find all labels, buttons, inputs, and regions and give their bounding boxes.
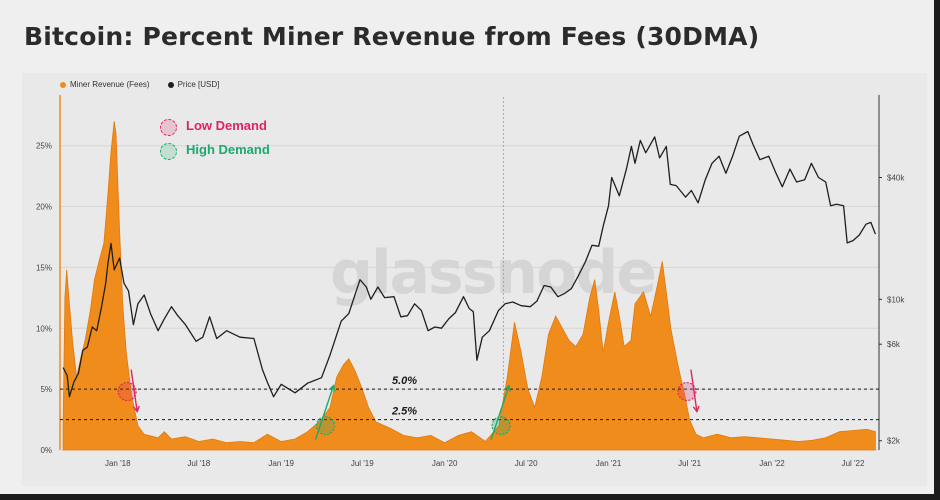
legend: Miner Revenue (Fees) Price [USD] xyxy=(60,80,219,89)
x-tick-label: Jul '18 xyxy=(187,459,210,468)
y-right-tick-label: $40k xyxy=(887,174,905,183)
legend-price-swatch xyxy=(167,81,174,88)
annotation-arrowhead-low xyxy=(692,405,700,414)
legend-item-fees: Miner Revenue (Fees) xyxy=(60,80,150,89)
annotation-arrow-low xyxy=(690,369,698,412)
y-right-tick-label: $10k xyxy=(887,295,905,304)
annotation-arrowhead-high xyxy=(328,384,336,392)
legend-fees-swatch xyxy=(60,81,66,88)
frame-edge-right xyxy=(934,0,940,500)
y-left-tick-label: 10% xyxy=(36,324,52,333)
y-left-tick-label: 25% xyxy=(36,142,52,151)
chart-title: Bitcoin: Percent Miner Revenue from Fees… xyxy=(24,22,760,51)
annotation-arrow-high xyxy=(314,385,335,440)
reference-line-label: 5.0% xyxy=(392,375,417,387)
high-demand-legend-icon xyxy=(160,143,177,160)
y-left-tick-label: 15% xyxy=(36,263,52,272)
low-demand-legend-icon xyxy=(160,119,177,136)
series-price-line xyxy=(62,130,877,398)
annotation-marker-high xyxy=(315,416,336,436)
x-tick-label: Jul '19 xyxy=(351,459,374,468)
x-tick-label: Jan '21 xyxy=(596,459,622,468)
plot-panel xyxy=(22,73,927,486)
low-demand-label: Low Demand xyxy=(186,118,267,133)
x-tick-label: Jan '22 xyxy=(759,459,785,468)
y-left-tick-label: 20% xyxy=(36,203,52,212)
annotation-marker-low xyxy=(677,381,697,402)
annotation-arrow-high xyxy=(490,385,510,440)
x-tick-label: Jul '20 xyxy=(515,459,538,468)
annotation-marker-low xyxy=(117,381,137,402)
legend-fees-label: Miner Revenue (Fees) xyxy=(70,80,150,89)
x-tick-label: Jan '19 xyxy=(268,459,294,468)
y-left-tick-label: 0% xyxy=(40,446,52,455)
legend-item-price: Price [USD] xyxy=(167,80,220,89)
annotation-arrow-low xyxy=(130,369,138,412)
y-left-tick-label: 5% xyxy=(40,385,52,394)
high-demand-label: High Demand xyxy=(186,142,270,157)
y-right-tick-label: $2k xyxy=(887,437,901,446)
x-tick-label: Jul '22 xyxy=(842,459,865,468)
y-right-tick-label: $6k xyxy=(887,340,901,349)
legend-price-label: Price [USD] xyxy=(177,80,220,89)
frame-edge-bottom xyxy=(0,494,940,500)
x-tick-label: Jul '21 xyxy=(678,459,701,468)
annotation-arrowhead-low xyxy=(133,405,140,414)
x-tick-label: Jan '18 xyxy=(105,459,131,468)
annotation-arrowhead-high xyxy=(504,384,511,392)
x-tick-label: Jan '20 xyxy=(432,459,458,468)
series-fees-area xyxy=(62,121,876,451)
annotation-marker-high xyxy=(491,416,511,436)
reference-line-label: 2.5% xyxy=(391,406,417,418)
